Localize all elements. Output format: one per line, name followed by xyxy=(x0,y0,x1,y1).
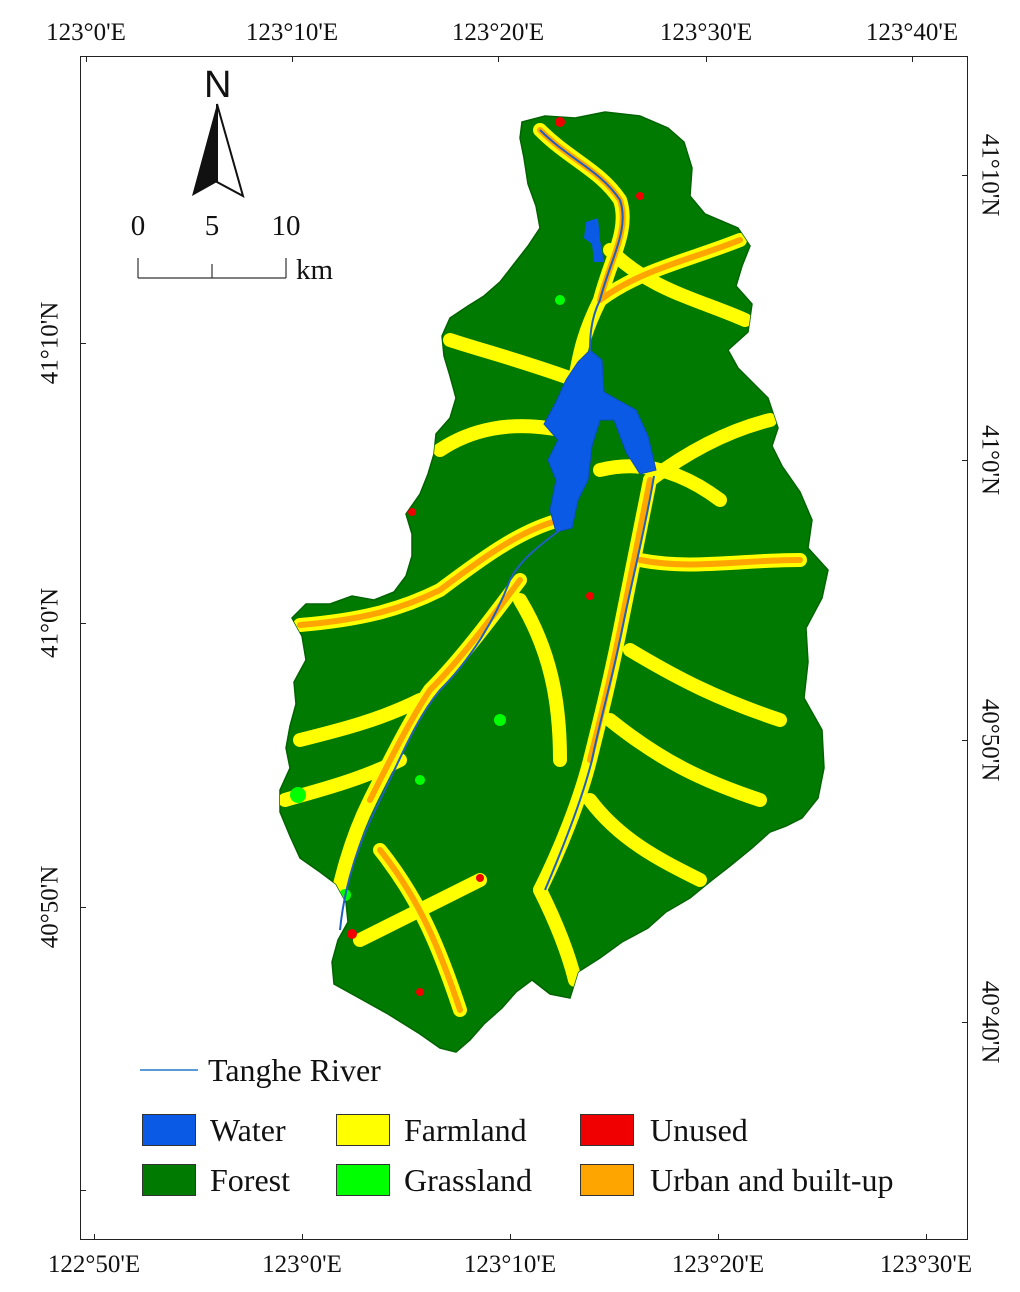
grassland-patches xyxy=(290,295,565,901)
axis-tick xyxy=(962,175,968,176)
legend-swatch-farmland xyxy=(336,1114,390,1146)
water-body xyxy=(584,218,604,262)
top-axis-label: 123°30'E xyxy=(659,19,753,46)
north-label: N xyxy=(204,64,232,106)
tanghe-river xyxy=(339,129,655,931)
axis-tick xyxy=(510,1234,511,1240)
axis-tick xyxy=(718,1234,719,1240)
scale-tick-label: 5 xyxy=(204,210,220,242)
bottom-axis-label: 122°50'E xyxy=(47,1251,141,1278)
legend-label-forest: Forest xyxy=(210,1162,290,1198)
axis-tick xyxy=(962,740,968,741)
legend-label-unused: Unused xyxy=(650,1112,748,1148)
top-axis-label: 123°20'E xyxy=(451,19,545,46)
axis-tick xyxy=(912,56,913,62)
axis-tick xyxy=(962,1022,968,1023)
top-axis-label: 123°0'E xyxy=(46,19,126,46)
top-axis-label: 123°10'E xyxy=(245,19,339,46)
axis-tick xyxy=(80,1190,86,1191)
legend-swatch-unused xyxy=(580,1114,634,1146)
legend-label-farmland: Farmland xyxy=(404,1112,527,1148)
axis-tick xyxy=(86,56,87,62)
axis-tick xyxy=(962,460,968,461)
axis-tick xyxy=(80,343,86,344)
legend-label-water: Water xyxy=(210,1112,286,1148)
top-axis-label: 123°40'E xyxy=(865,19,959,46)
unused-patches xyxy=(347,117,644,996)
bottom-axis-label: 123°0'E xyxy=(262,1251,342,1278)
bottom-axis-label: 123°30'E xyxy=(879,1251,973,1278)
axis-tick xyxy=(926,1234,927,1240)
legend-swatch-water xyxy=(142,1114,196,1146)
reservoir-water xyxy=(543,349,657,533)
legend-river-label: Tanghe River xyxy=(208,1052,381,1088)
axis-tick xyxy=(80,907,86,908)
axis-tick xyxy=(94,1234,95,1240)
legend-swatch-grassland xyxy=(336,1164,390,1196)
legend-label-grassland: Grassland xyxy=(404,1162,532,1198)
scale-tick-label: 10 xyxy=(271,210,301,242)
bottom-axis-label: 123°20'E xyxy=(671,1251,765,1278)
axis-tick xyxy=(302,1234,303,1240)
bottom-axis-label: 123°10'E xyxy=(463,1251,557,1278)
scale-unit: km xyxy=(296,254,334,286)
forest-area xyxy=(279,111,829,1053)
north-arrow-icon xyxy=(192,103,245,198)
legend-swatch-forest xyxy=(142,1164,196,1196)
axis-tick xyxy=(80,623,86,624)
legend-label-urban: Urban and built-up xyxy=(650,1162,894,1198)
legend-swatch-urban xyxy=(580,1164,634,1196)
scale-tick-label: 0 xyxy=(130,210,146,242)
axis-tick xyxy=(706,56,707,62)
axis-tick xyxy=(498,56,499,62)
scale-bar xyxy=(137,258,287,279)
axis-tick xyxy=(292,56,293,62)
